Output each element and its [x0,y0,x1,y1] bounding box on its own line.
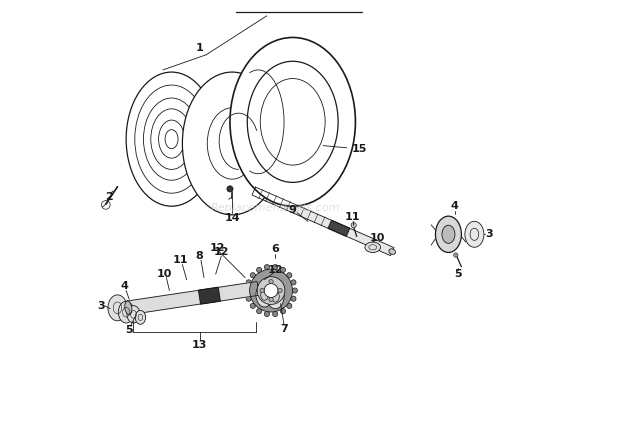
Circle shape [257,267,262,273]
Text: 12: 12 [268,265,283,275]
Polygon shape [198,287,220,304]
Ellipse shape [435,216,461,253]
Circle shape [278,288,282,293]
Text: 10: 10 [156,269,172,279]
Ellipse shape [465,221,484,247]
Ellipse shape [389,249,396,254]
Circle shape [273,264,278,270]
Ellipse shape [127,306,140,323]
Circle shape [246,296,251,301]
Circle shape [245,288,250,293]
Text: 11: 11 [172,255,188,265]
Text: 12: 12 [213,247,229,256]
Text: 5: 5 [454,269,462,279]
Ellipse shape [108,295,127,321]
Text: 11: 11 [345,212,360,222]
Circle shape [286,273,292,278]
Text: 5: 5 [125,326,133,335]
Text: 9: 9 [289,205,296,215]
Text: 14: 14 [225,213,241,223]
Text: 13: 13 [192,340,207,350]
Circle shape [351,223,356,228]
Text: 4: 4 [451,201,459,211]
Circle shape [264,264,270,270]
Ellipse shape [230,37,355,206]
Ellipse shape [126,72,217,206]
Circle shape [280,309,286,314]
Ellipse shape [442,225,455,243]
Ellipse shape [182,72,282,215]
Circle shape [292,288,298,293]
Text: 8: 8 [196,251,203,261]
Circle shape [269,279,273,284]
Circle shape [246,280,251,285]
Text: 6: 6 [272,244,280,254]
Circle shape [273,311,278,316]
Text: 2: 2 [105,192,113,202]
Circle shape [280,267,286,273]
Text: 7: 7 [280,325,288,335]
Text: 15: 15 [352,144,368,154]
Text: 12: 12 [209,243,224,253]
Ellipse shape [250,269,293,312]
Circle shape [264,311,270,316]
Circle shape [257,309,262,314]
Text: 3: 3 [485,229,494,239]
Circle shape [291,296,296,301]
Ellipse shape [256,283,273,307]
Text: 1: 1 [196,43,203,53]
Polygon shape [328,220,350,236]
Circle shape [260,288,264,293]
Ellipse shape [135,310,146,324]
Text: 10: 10 [370,233,385,243]
Circle shape [269,297,273,302]
Ellipse shape [365,242,381,253]
Ellipse shape [125,301,132,315]
Text: 3: 3 [98,301,105,311]
Ellipse shape [267,285,284,309]
Circle shape [291,280,296,285]
Circle shape [286,303,292,309]
Ellipse shape [264,284,278,297]
Circle shape [250,303,255,309]
Circle shape [227,186,233,192]
Polygon shape [127,282,259,315]
Circle shape [250,273,255,278]
Ellipse shape [118,301,134,323]
Polygon shape [252,187,394,256]
Circle shape [454,253,458,257]
Text: ReplacementParts.com: ReplacementParts.com [211,204,340,214]
Text: 4: 4 [120,281,128,291]
Ellipse shape [257,277,285,304]
